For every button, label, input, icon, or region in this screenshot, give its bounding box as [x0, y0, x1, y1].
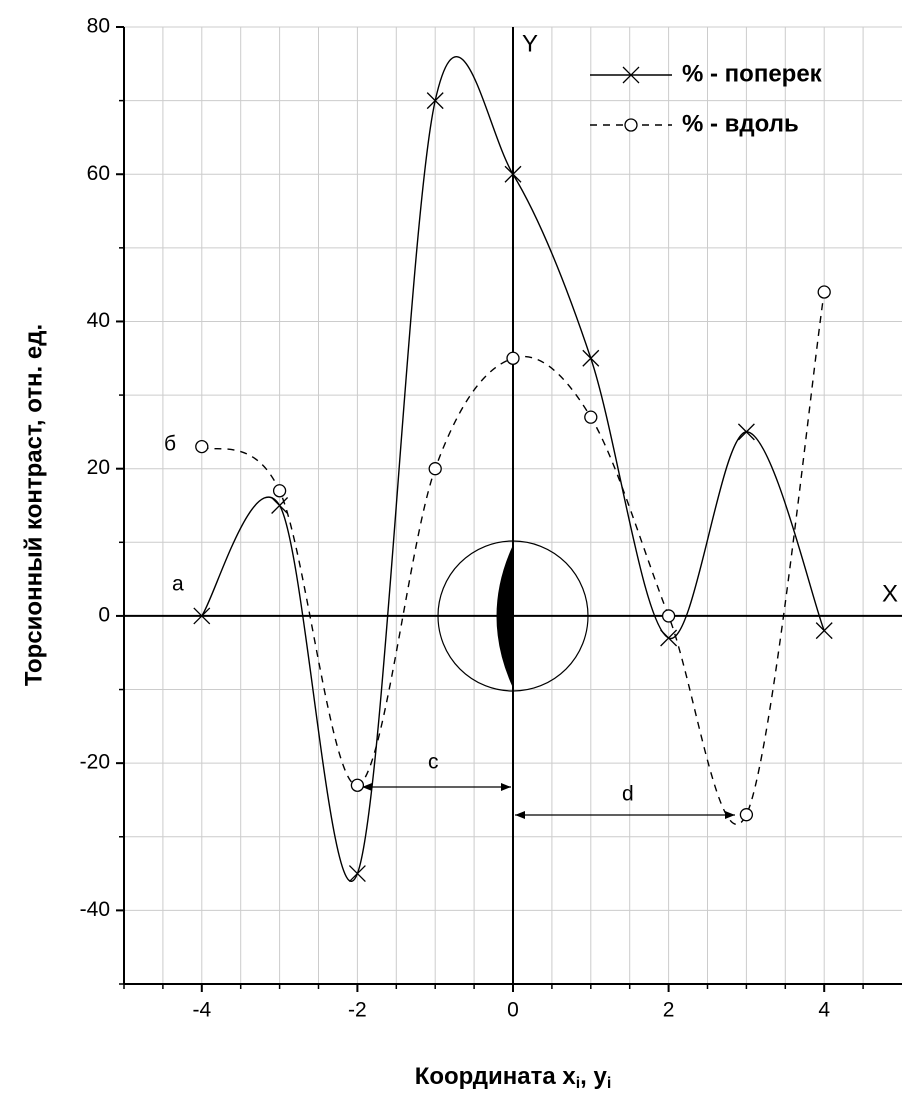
x-label-part: i — [576, 1075, 580, 1092]
point — [584, 410, 598, 424]
x-tick-label: -4 — [192, 999, 211, 1022]
point — [661, 609, 676, 623]
x-axis-label: Координата xi, yi — [415, 1063, 612, 1092]
point — [195, 439, 209, 454]
y-tick-label: 40 — [87, 309, 110, 332]
point — [817, 285, 831, 299]
point — [506, 351, 520, 365]
y-tick-label: -20 — [80, 751, 110, 774]
y-axis-label: Торсионный контраст, отн. ед. — [20, 324, 47, 686]
annotation: б — [164, 433, 176, 456]
point — [348, 865, 366, 883]
annotation: Y — [522, 30, 538, 57]
x-label-part: , y — [580, 1063, 607, 1090]
point — [504, 165, 522, 183]
x-tick-label: 4 — [818, 999, 830, 1022]
point — [350, 778, 365, 792]
legend-label: % - вдоль — [682, 110, 799, 137]
x-tick-label: -2 — [348, 999, 367, 1022]
legend-marker — [624, 118, 638, 132]
x-tick-label: 2 — [663, 999, 675, 1022]
point — [193, 607, 211, 625]
y-tick-label: 0 — [98, 603, 110, 626]
point — [815, 622, 833, 640]
annotation: а — [172, 573, 184, 596]
annotation: X — [882, 580, 898, 607]
point — [272, 484, 287, 498]
point — [582, 349, 600, 367]
x-label-part: i — [607, 1075, 611, 1092]
point — [428, 462, 442, 476]
point — [737, 423, 755, 441]
x-tick-label: 0 — [507, 999, 519, 1022]
y-tick-label: 20 — [87, 456, 110, 479]
point — [739, 808, 754, 822]
x-label-part: Координата x — [415, 1063, 577, 1090]
point — [660, 629, 678, 647]
y-tick-label: 60 — [87, 162, 110, 185]
legend-marker — [622, 66, 640, 84]
series-line — [201, 55, 825, 882]
annotation: c — [428, 751, 439, 774]
series-line — [201, 291, 825, 825]
annotation: d — [622, 783, 634, 806]
point — [271, 497, 289, 514]
legend-label: % - поперек — [682, 60, 823, 87]
point — [426, 92, 444, 110]
y-tick-label: 80 — [87, 15, 110, 38]
y-tick-label: -40 — [80, 898, 110, 921]
